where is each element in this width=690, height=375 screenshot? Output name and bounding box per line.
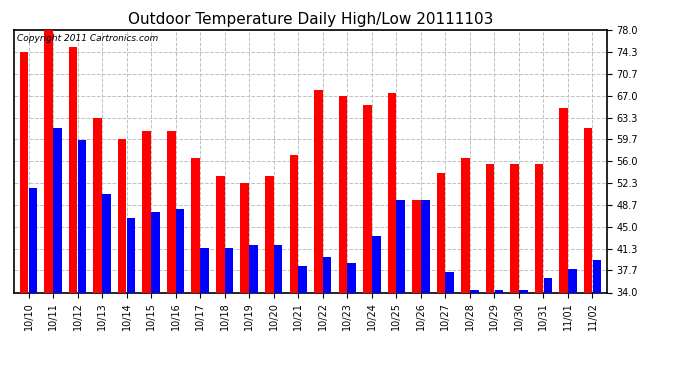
Bar [167,131,175,375]
Bar [446,272,454,375]
Bar [412,200,421,375]
Bar [78,140,86,375]
Bar [535,164,543,375]
Bar [519,290,528,375]
Bar [314,90,323,375]
Bar [176,209,184,375]
Bar [127,218,135,375]
Bar [298,266,307,375]
Text: Copyright 2011 Cartronics.com: Copyright 2011 Cartronics.com [17,34,158,43]
Bar [437,173,445,375]
Bar [191,158,200,375]
Bar [568,268,577,375]
Bar [495,290,503,375]
Bar [470,290,479,375]
Bar [249,245,258,375]
Bar [593,260,601,375]
Bar [241,183,249,375]
Bar [20,52,28,375]
Title: Outdoor Temperature Daily High/Low 20111103: Outdoor Temperature Daily High/Low 20111… [128,12,493,27]
Bar [29,188,37,375]
Bar [347,262,356,375]
Bar [200,248,209,375]
Bar [118,139,126,375]
Bar [225,248,233,375]
Bar [53,129,61,375]
Bar [372,236,380,375]
Bar [44,30,53,375]
Bar [265,176,274,375]
Bar [93,118,102,375]
Bar [544,278,552,375]
Bar [290,155,298,375]
Bar [339,96,347,375]
Bar [323,257,331,375]
Bar [560,108,568,375]
Bar [216,176,224,375]
Bar [102,194,111,375]
Bar [274,245,282,375]
Bar [69,47,77,375]
Bar [421,200,430,375]
Bar [461,158,470,375]
Bar [388,93,396,375]
Bar [363,105,372,375]
Bar [151,212,160,375]
Bar [584,129,593,375]
Bar [510,164,519,375]
Bar [486,164,494,375]
Bar [397,200,405,375]
Bar [142,131,151,375]
